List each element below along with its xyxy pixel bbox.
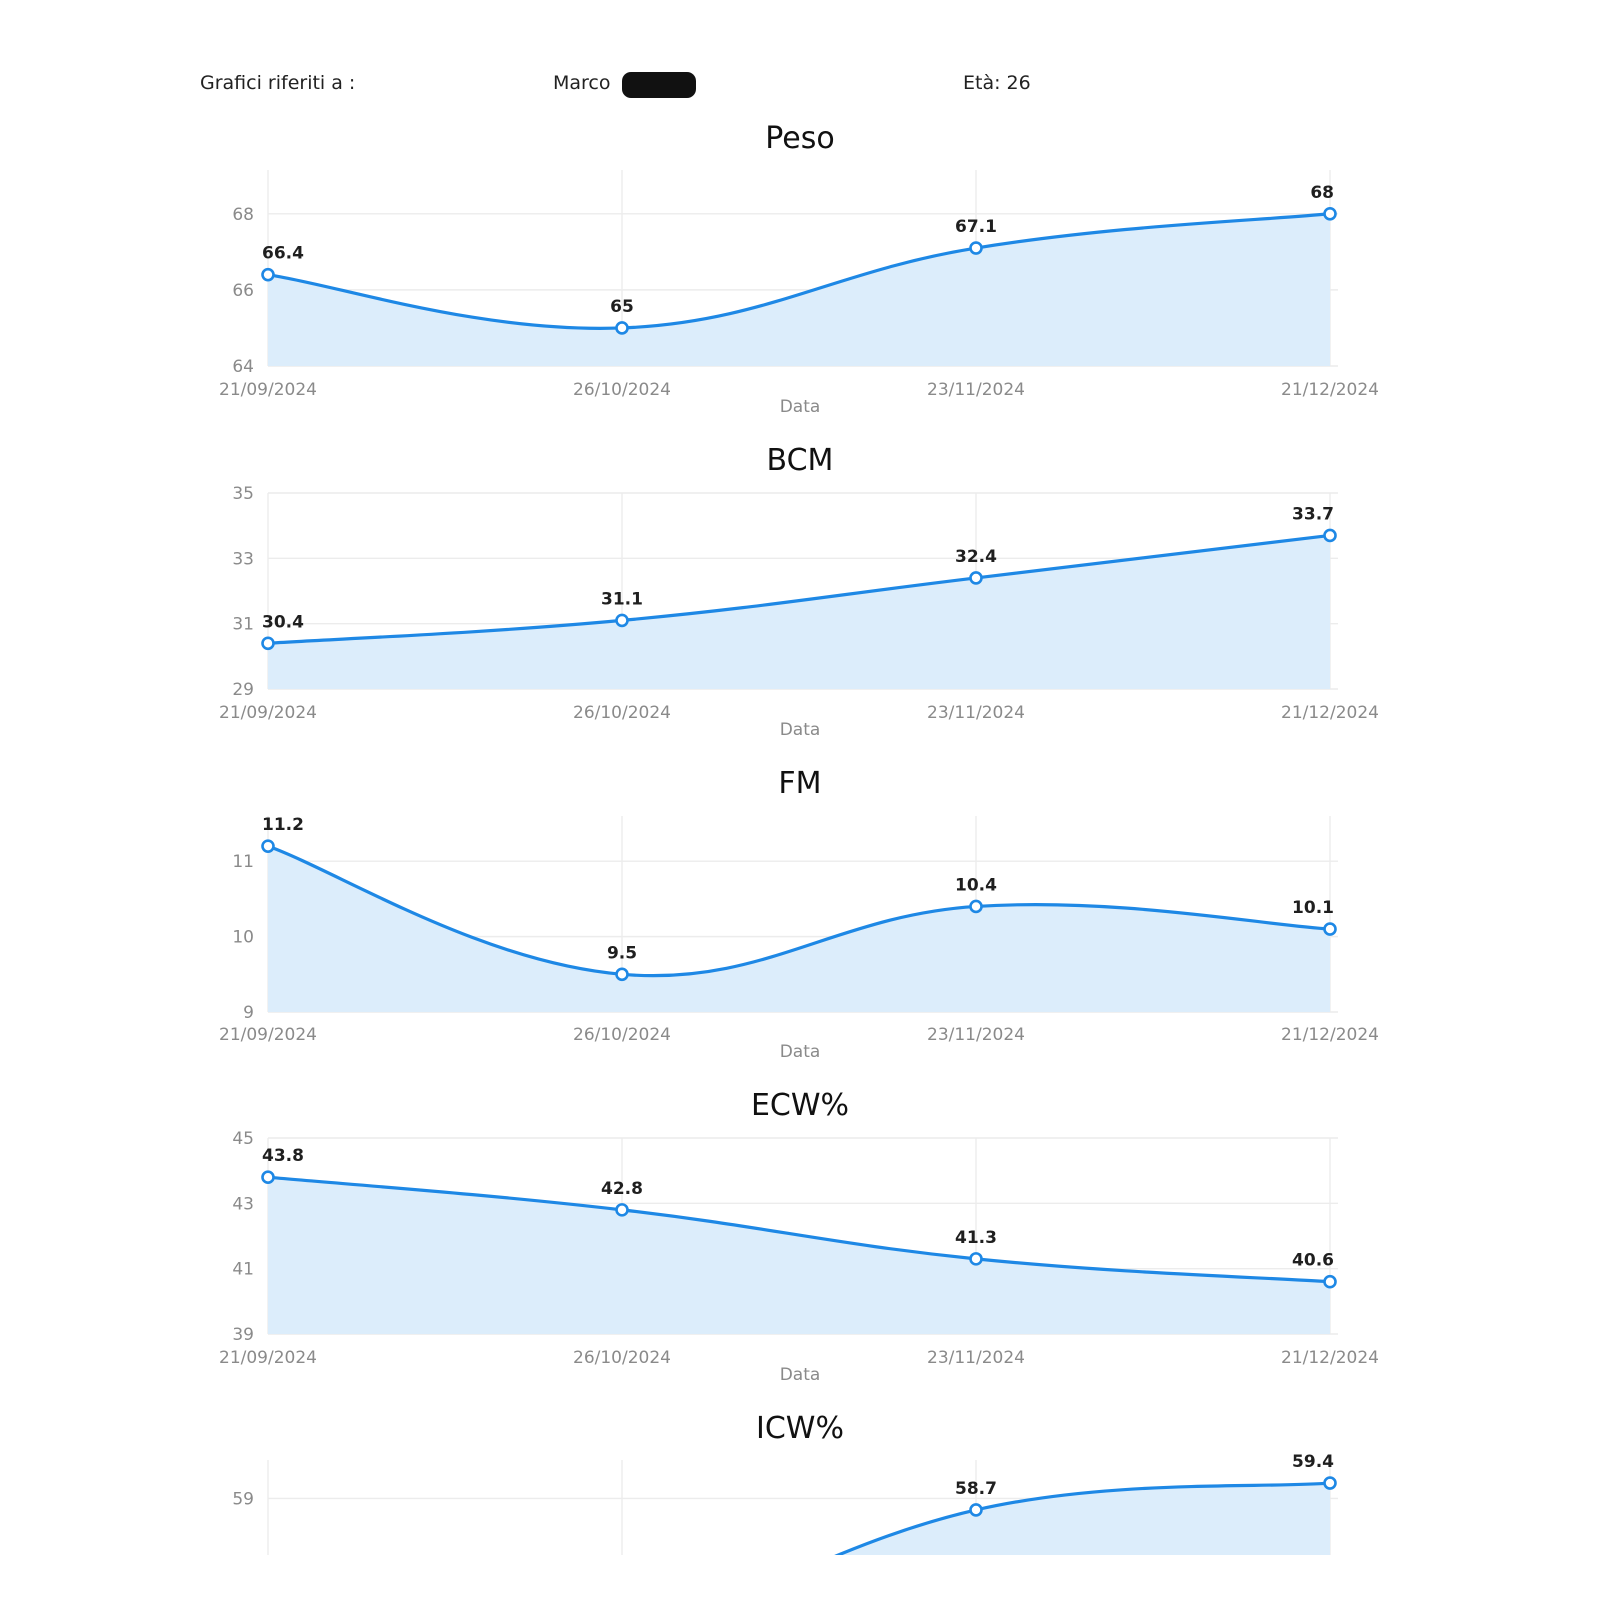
series-area	[268, 213, 1330, 366]
x-tick-label: 21/09/2024	[219, 1025, 317, 1045]
y-tick-label: 9	[243, 1003, 254, 1023]
series-area	[838, 1483, 1330, 1555]
data-point[interactable]	[261, 636, 275, 651]
patient-age: Età: 26	[963, 72, 1031, 94]
y-tick-label: 39	[232, 1325, 254, 1345]
x-axis-title: Data	[780, 1042, 821, 1062]
y-tick-label: 35	[232, 484, 254, 504]
series-area	[268, 1177, 1330, 1334]
y-tick-label: 43	[232, 1194, 254, 1214]
y-tick-label: 10	[232, 928, 254, 948]
data-label: 31.1	[601, 589, 643, 609]
y-tick-label: 33	[232, 549, 254, 569]
x-tick-label: 26/10/2024	[573, 1348, 671, 1368]
series-line	[267, 533, 1331, 645]
x-tick-label: 21/12/2024	[1281, 1025, 1379, 1045]
data-label: 43.8	[262, 1146, 304, 1166]
x-tick-label: 26/10/2024	[573, 380, 671, 400]
data-point[interactable]	[1323, 206, 1337, 221]
data-point[interactable]	[969, 241, 983, 255]
series-line	[267, 1175, 1331, 1284]
y-tick-label: 66	[232, 281, 254, 301]
y-tick-label: 59	[232, 1489, 254, 1509]
y-tick-label: 11	[232, 852, 254, 872]
chart-title: BCM	[767, 443, 834, 478]
data-label: 9.5	[607, 943, 637, 963]
y-tick-label: 29	[232, 680, 254, 700]
data-point[interactable]	[969, 899, 983, 914]
data-label: 42.8	[601, 1179, 643, 1199]
chart-2: BCM 29 31 33 35 30.4 31.1 32.4 33.7 21/09/2024 26/…	[219, 443, 1379, 740]
data-label: 30.4	[262, 612, 304, 632]
redacted-surname-mark	[622, 72, 696, 98]
data-point[interactable]	[969, 571, 983, 585]
y-tick-label: 41	[232, 1260, 254, 1280]
x-tick-label: 21/09/2024	[219, 703, 317, 723]
data-point[interactable]	[615, 1203, 629, 1217]
data-label: 32.4	[955, 547, 997, 567]
chart-title: FM	[778, 766, 821, 801]
y-tick-label: 31	[232, 615, 254, 635]
data-point[interactable]	[261, 267, 275, 282]
data-point[interactable]	[1323, 922, 1337, 936]
data-point[interactable]	[261, 1170, 275, 1184]
y-tick-label: 64	[232, 357, 254, 377]
chart-title: ECW%	[751, 1088, 849, 1123]
data-label: 40.6	[1292, 1251, 1334, 1271]
series-line	[267, 844, 1331, 978]
data-point[interactable]	[615, 613, 629, 628]
data-label: 65	[610, 297, 634, 317]
data-point[interactable]	[969, 1252, 983, 1266]
series-area	[268, 846, 1330, 1012]
data-point[interactable]	[1323, 528, 1337, 543]
data-point[interactable]	[261, 839, 275, 853]
x-tick-label: 21/12/2024	[1281, 1348, 1379, 1368]
chart-1: Peso 64 66 68 66.4 65 67.1 68 21/09/2024 26/10/20…	[219, 121, 1379, 417]
chart-title: Peso	[765, 121, 834, 156]
data-point[interactable]	[969, 1503, 983, 1517]
x-tick-label: 23/11/2024	[927, 1348, 1025, 1368]
data-label: 33.7	[1292, 504, 1334, 524]
x-tick-label: 26/10/2024	[573, 1025, 671, 1045]
data-point[interactable]	[615, 967, 629, 982]
patient-name: Marco	[553, 72, 611, 94]
chart-4: ECW% 39 41 43 45 43.8 42.8 41.3 40.6 21/09/2024 26…	[219, 1088, 1379, 1385]
data-label: 68	[1310, 183, 1334, 203]
x-tick-label: 23/11/2024	[927, 1025, 1025, 1045]
x-axis-title: Data	[780, 397, 821, 417]
chart-title: ICW%	[756, 1411, 844, 1446]
data-label: 66.4	[262, 244, 304, 264]
data-label: 10.4	[955, 875, 997, 895]
x-tick-label: 23/11/2024	[927, 380, 1025, 400]
data-point[interactable]	[1323, 1476, 1337, 1490]
chart-5: ICW% 59 58.7 59.4	[232, 1411, 1338, 1555]
x-tick-label: 21/09/2024	[219, 380, 317, 400]
data-label: 58.7	[955, 1479, 997, 1499]
y-tick-label: 68	[232, 205, 254, 225]
x-tick-label: 26/10/2024	[573, 703, 671, 723]
data-label: 11.2	[262, 815, 304, 835]
x-tick-label: 21/12/2024	[1281, 380, 1379, 400]
x-axis-title: Data	[780, 720, 821, 740]
data-point[interactable]	[1323, 1274, 1337, 1289]
header-label: Grafici riferiti a :	[200, 72, 356, 94]
x-tick-label: 23/11/2024	[927, 703, 1025, 723]
series-area	[268, 535, 1330, 689]
data-label: 67.1	[955, 217, 997, 237]
data-point[interactable]	[615, 321, 629, 335]
x-tick-label: 21/12/2024	[1281, 703, 1379, 723]
data-label: 41.3	[955, 1228, 997, 1248]
data-label: 10.1	[1292, 898, 1334, 918]
y-tick-label: 45	[232, 1129, 254, 1149]
x-axis-title: Data	[780, 1365, 821, 1385]
data-label: 59.4	[1292, 1452, 1334, 1472]
x-tick-label: 21/09/2024	[219, 1348, 317, 1368]
series-line	[267, 212, 1331, 330]
chart-3: FM 9 10 11 11.2 9.5 10.4 10.1 21/09/2024 26/10/20…	[219, 766, 1379, 1062]
